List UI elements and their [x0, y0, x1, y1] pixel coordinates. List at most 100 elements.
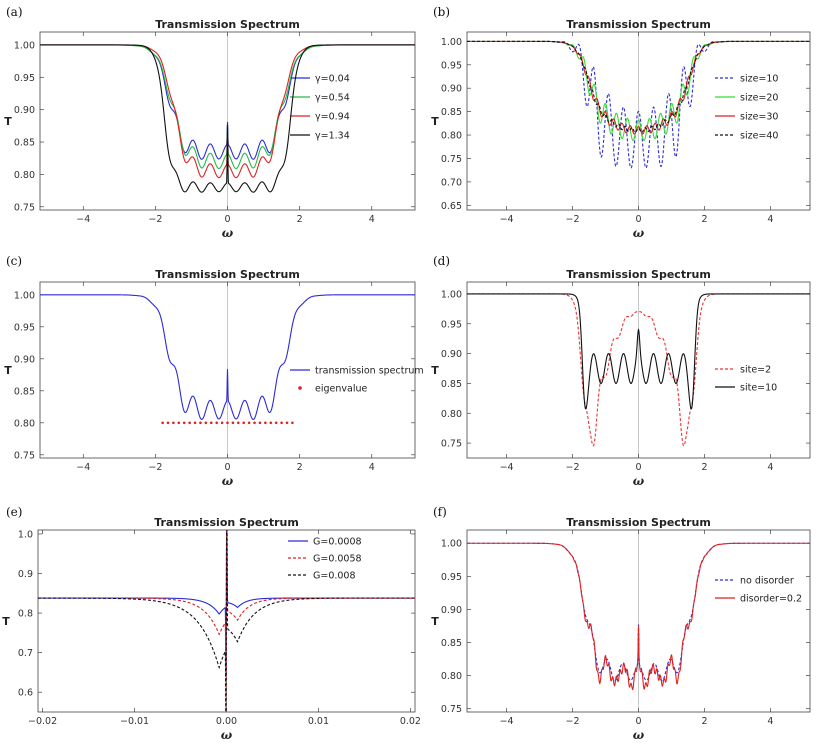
legend-label: G=0.0008 [313, 537, 362, 548]
legend-label: no disorder [740, 576, 794, 587]
eigenvalue-point [204, 421, 208, 425]
eigenvalue-point [209, 421, 213, 425]
legend-label: γ=0.04 [315, 74, 350, 85]
eigenvalue-point [242, 421, 246, 425]
legend-label: size=10 [740, 74, 778, 85]
panel-label: (d) [433, 254, 450, 268]
panel-b: (b) Transmission Spectrum ω T −4 −2 0 2 4 0.65 0.7… [431, 5, 811, 240]
y-tick-label: 1.0 [18, 529, 33, 540]
y-tick-label: 0.85 [441, 107, 462, 118]
x-tick-label: 4 [767, 462, 773, 473]
x-tick-label: −2 [566, 462, 580, 473]
x-tick-label: −4 [76, 214, 90, 225]
chart-title: Transmission Spectrum [154, 516, 299, 529]
x-axis-label: ω [633, 474, 645, 488]
eigenvalue-point [215, 421, 218, 425]
legend-label: γ=1.34 [315, 131, 350, 142]
eigenvalue-point [188, 421, 191, 425]
eigenvalue-point [280, 421, 283, 425]
y-tick-label: 0.80 [441, 409, 462, 420]
y-tick-label: 0.75 [441, 439, 462, 450]
y-tick-label: 0.95 [441, 60, 462, 71]
x-tick-label: 0.00 [216, 716, 237, 727]
y-tick-label: 0.8 [18, 609, 33, 620]
y-tick-label: 0.80 [441, 671, 462, 682]
x-tick-label: 2 [701, 462, 707, 473]
x-tick-label: 2 [297, 462, 303, 473]
y-axis-label: T [4, 115, 12, 128]
x-tick-label: −2 [148, 462, 162, 473]
y-tick-label: 0.90 [14, 354, 35, 365]
legend-label: G=0.0058 [313, 554, 362, 565]
legend-label: G=0.008 [313, 571, 356, 582]
x-axis-label: ω [633, 728, 645, 742]
y-tick-label: 0.70 [441, 177, 462, 188]
y-tick-label: 0.80 [14, 170, 35, 181]
eigenvalue-point [269, 421, 273, 425]
legend-label: size=40 [740, 131, 778, 142]
panel-label: (e) [6, 505, 22, 519]
y-tick-label: 0.75 [14, 202, 35, 213]
x-tick-label: −4 [76, 462, 90, 473]
y-tick-label: 0.85 [441, 379, 462, 390]
legend-label: γ=0.94 [315, 112, 350, 123]
y-tick-label: 0.6 [18, 688, 33, 699]
y-tick-label: 1.00 [14, 290, 35, 301]
y-tick-label: 1.00 [441, 539, 462, 550]
eigenvalue-point [166, 421, 170, 425]
y-axis-label: T [431, 115, 439, 128]
x-tick-label: −2 [566, 716, 580, 727]
y-tick-label: 0.95 [441, 572, 462, 583]
y-tick-label: 0.65 [441, 201, 462, 212]
eigenvalue-point [264, 421, 267, 425]
chart-title: Transmission Spectrum [566, 268, 711, 281]
x-axis-label: ω [221, 728, 233, 742]
eigenvalue-point [247, 421, 251, 425]
y-tick-label: 0.80 [441, 131, 462, 142]
eigenvalue-point [274, 421, 278, 425]
x-tick-label: −2 [148, 214, 162, 225]
chart-title: Transmission Spectrum [155, 18, 300, 31]
eigenvalue-point [291, 421, 294, 425]
y-tick-label: 0.75 [441, 154, 462, 165]
y-tick-label: 0.75 [441, 704, 462, 715]
chart-title: Transmission Spectrum [566, 516, 711, 529]
x-axis-label: ω [633, 226, 645, 240]
y-tick-label: 0.95 [14, 322, 35, 333]
panel-c: (c) Transmission Spectrum ω T −4 −2 0 2 4 0.75 0.8… [4, 254, 423, 488]
x-tick-label: −0.02 [28, 716, 57, 727]
y-tick-label: 1.00 [441, 289, 462, 300]
eigenvalue-point [172, 421, 175, 425]
eigenvalue-point [161, 421, 164, 425]
y-tick-label: 0.90 [441, 349, 462, 360]
x-axis-label: ω [222, 474, 234, 488]
x-tick-label: 4 [767, 214, 773, 225]
y-tick-label: 0.95 [441, 319, 462, 330]
legend-label: transmission spectrum [315, 366, 424, 377]
series-line-4 [40, 44, 415, 193]
x-tick-label: 0.02 [400, 716, 421, 727]
legend-swatch [298, 386, 302, 390]
y-axis-label: T [431, 364, 439, 377]
x-tick-label: 0 [224, 462, 230, 473]
panel-e: (e) Transmission Spectrum ω T −0.02 −0.01 0.00… [2, 505, 421, 742]
x-tick-label: −4 [500, 716, 514, 727]
eigenvalue-point [182, 421, 186, 425]
y-tick-label: 0.75 [14, 450, 35, 461]
panel-f: (f) Transmission Spectrum ω T −4 −2 0 2 4 0.75 0.8… [431, 505, 811, 742]
eigenvalue-point [231, 421, 235, 425]
legend-label: γ=0.54 [315, 93, 350, 104]
panel-d: (d) Transmission Spectrum ω T −4 −2 0 2 4 0.75 0.8… [431, 254, 811, 488]
y-tick-label: 0.85 [14, 386, 35, 397]
y-tick-label: 0.90 [441, 605, 462, 616]
y-axis-label: T [4, 364, 12, 377]
panel-label: (a) [6, 5, 23, 19]
x-tick-label: 0 [635, 462, 641, 473]
y-axis-label: T [431, 615, 439, 628]
y-tick-label: 0.85 [441, 638, 462, 649]
x-axis-label: ω [222, 226, 234, 240]
eigenvalue-point [253, 421, 256, 425]
legend-label: size=30 [740, 112, 778, 123]
x-tick-label: 4 [369, 214, 375, 225]
